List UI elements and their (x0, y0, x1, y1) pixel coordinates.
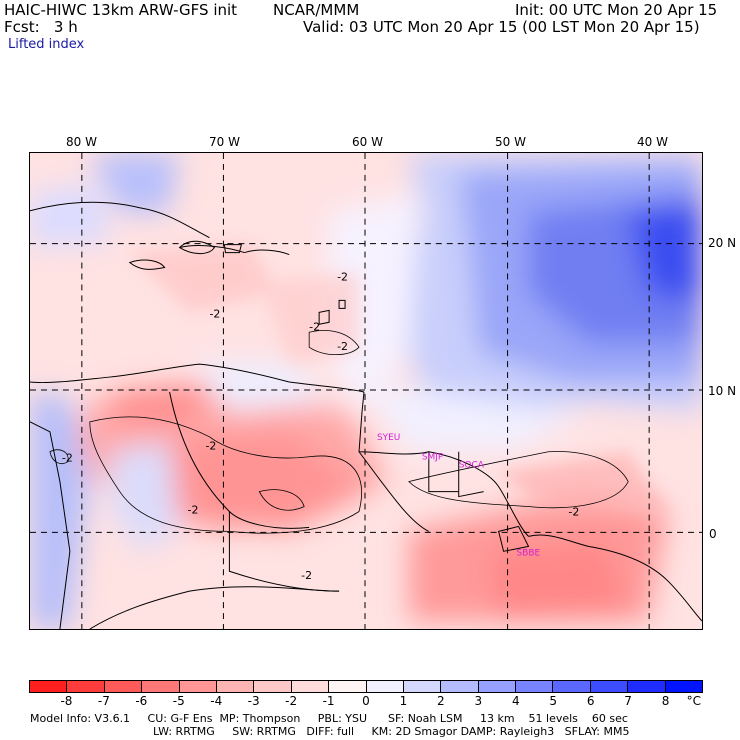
lon-label: 40 W (637, 135, 668, 149)
lat-label: 10 N (708, 384, 737, 398)
station-label: SMJP (422, 453, 444, 463)
colorbar-label: 8 (661, 694, 670, 708)
contours (49, 329, 629, 534)
contour-label: -2 (62, 452, 73, 465)
colorbar-label: 6 (586, 694, 595, 708)
lat-label: 0 (709, 527, 717, 541)
organization: NCAR/MMM (273, 1, 360, 19)
colorbar-cell (104, 681, 143, 692)
colorbar-label: -2 (285, 694, 298, 708)
colorbar-cell (403, 681, 442, 692)
colorbar-cell (366, 681, 404, 692)
colorbar-label: 0 (362, 694, 370, 708)
lon-label: 70 W (209, 135, 240, 149)
colorbar-cell (30, 681, 68, 692)
lat-label: 20 N (708, 236, 737, 250)
lon-label: 50 W (495, 135, 526, 149)
contour-label: -2 (337, 340, 348, 353)
model-title: HAIC-HIWC 13km ARW-GFS init (4, 1, 238, 19)
model-info-line1: Model Info: V3.6.1 CU: G-F Ens MP: Thomp… (30, 712, 628, 725)
lifted-index-map: -2 -2 -2 -2 -2 -2 -2 -2 -2 SYEU SMJP SOC… (29, 152, 703, 630)
contour-label: -2 (301, 569, 312, 582)
colorbar-cell (516, 681, 554, 692)
colorbar-cell (329, 681, 367, 692)
colorbar-cell (590, 681, 629, 692)
contour-label: -2 (337, 270, 348, 283)
colorbar-label: 1 (399, 694, 408, 708)
colorbar-label: 4 (511, 694, 520, 708)
colorbar-label: -5 (172, 694, 185, 708)
contour-label: -2 (205, 440, 216, 453)
colorbar-label: -1 (322, 694, 335, 708)
contour-label: -2 (188, 503, 199, 516)
forecast-hour: Fcst: 3 h (4, 18, 78, 36)
model-info-line2: LW: RRTMG SW: RRTMG DIFF: full KM: 2D Sm… (153, 725, 630, 738)
coastlines (30, 201, 702, 629)
colorbar-label: 7 (624, 694, 632, 708)
colorbar-cell (478, 681, 517, 692)
colorbar-label: °C (686, 694, 701, 708)
contour-label: -2 (209, 307, 220, 320)
colorbar-cell (216, 681, 255, 692)
colorbar-label: -4 (210, 694, 223, 708)
colorbar-cell (179, 681, 217, 692)
colorbar-label: 5 (549, 694, 558, 708)
islands (128, 240, 530, 552)
colorbar-label: -3 (247, 694, 260, 708)
colorbar-cell (665, 681, 703, 692)
colorbar-label: 3 (474, 694, 483, 708)
colorbar-label: -6 (135, 694, 148, 708)
station-label: SBBE (517, 548, 541, 558)
colorbar-cell (291, 681, 330, 692)
colorbar-cell (441, 681, 479, 692)
valid-time: Valid: 03 UTC Mon 20 Apr 15 (00 LST Mon … (303, 18, 700, 36)
lat-lon-grid (30, 153, 702, 629)
colorbar-cell (628, 681, 666, 692)
colorbar-label: -8 (60, 694, 73, 708)
colorbar-cell (254, 681, 292, 692)
colorbar-cell (67, 681, 105, 692)
field-shading (30, 153, 702, 629)
station-label: SOCA (459, 461, 485, 471)
contour-label: -2 (568, 505, 579, 518)
colorbar-cell (553, 681, 591, 692)
init-time: Init: 00 UTC Mon 20 Apr 15 (515, 1, 718, 19)
colorbar-label: -7 (97, 694, 110, 708)
colorbar-cell (142, 681, 180, 692)
lon-label: 60 W (352, 135, 383, 149)
colorbar (29, 680, 703, 693)
field-name: Lifted index (8, 37, 85, 52)
colorbar-label: 2 (437, 694, 445, 708)
lon-label: 80 W (66, 135, 97, 149)
contour-label: -2 (309, 320, 320, 333)
station-label: SYEU (377, 433, 400, 443)
